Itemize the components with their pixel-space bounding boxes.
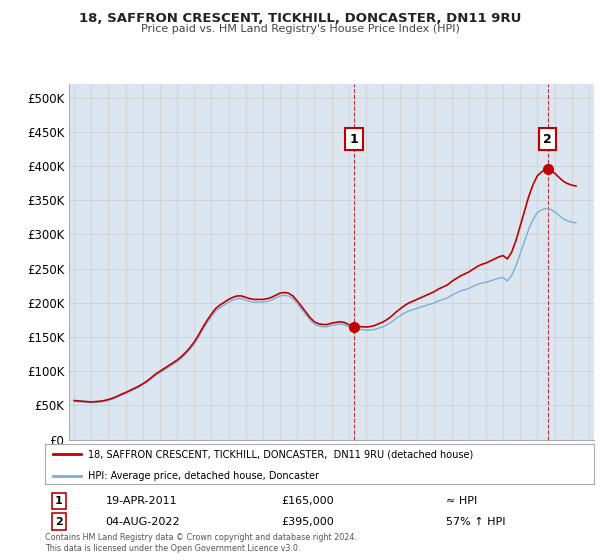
Text: 1: 1: [349, 133, 358, 146]
Text: 19-APR-2011: 19-APR-2011: [106, 496, 177, 506]
Text: 2: 2: [55, 516, 62, 526]
Text: 18, SAFFRON CRESCENT, TICKHILL, DONCASTER, DN11 9RU: 18, SAFFRON CRESCENT, TICKHILL, DONCASTE…: [79, 12, 521, 25]
Text: £165,000: £165,000: [281, 496, 334, 506]
Text: 57% ↑ HPI: 57% ↑ HPI: [446, 516, 505, 526]
Text: 1: 1: [55, 496, 62, 506]
Text: ≈ HPI: ≈ HPI: [446, 496, 477, 506]
Text: Contains HM Land Registry data © Crown copyright and database right 2024.
This d: Contains HM Land Registry data © Crown c…: [45, 533, 357, 553]
Text: 18, SAFFRON CRESCENT, TICKHILL, DONCASTER,  DN11 9RU (detached house): 18, SAFFRON CRESCENT, TICKHILL, DONCASTE…: [88, 449, 473, 459]
Text: HPI: Average price, detached house, Doncaster: HPI: Average price, detached house, Donc…: [88, 470, 319, 480]
Text: 2: 2: [544, 133, 552, 146]
Text: 04-AUG-2022: 04-AUG-2022: [106, 516, 180, 526]
Text: £395,000: £395,000: [281, 516, 334, 526]
Text: Price paid vs. HM Land Registry's House Price Index (HPI): Price paid vs. HM Land Registry's House …: [140, 24, 460, 34]
